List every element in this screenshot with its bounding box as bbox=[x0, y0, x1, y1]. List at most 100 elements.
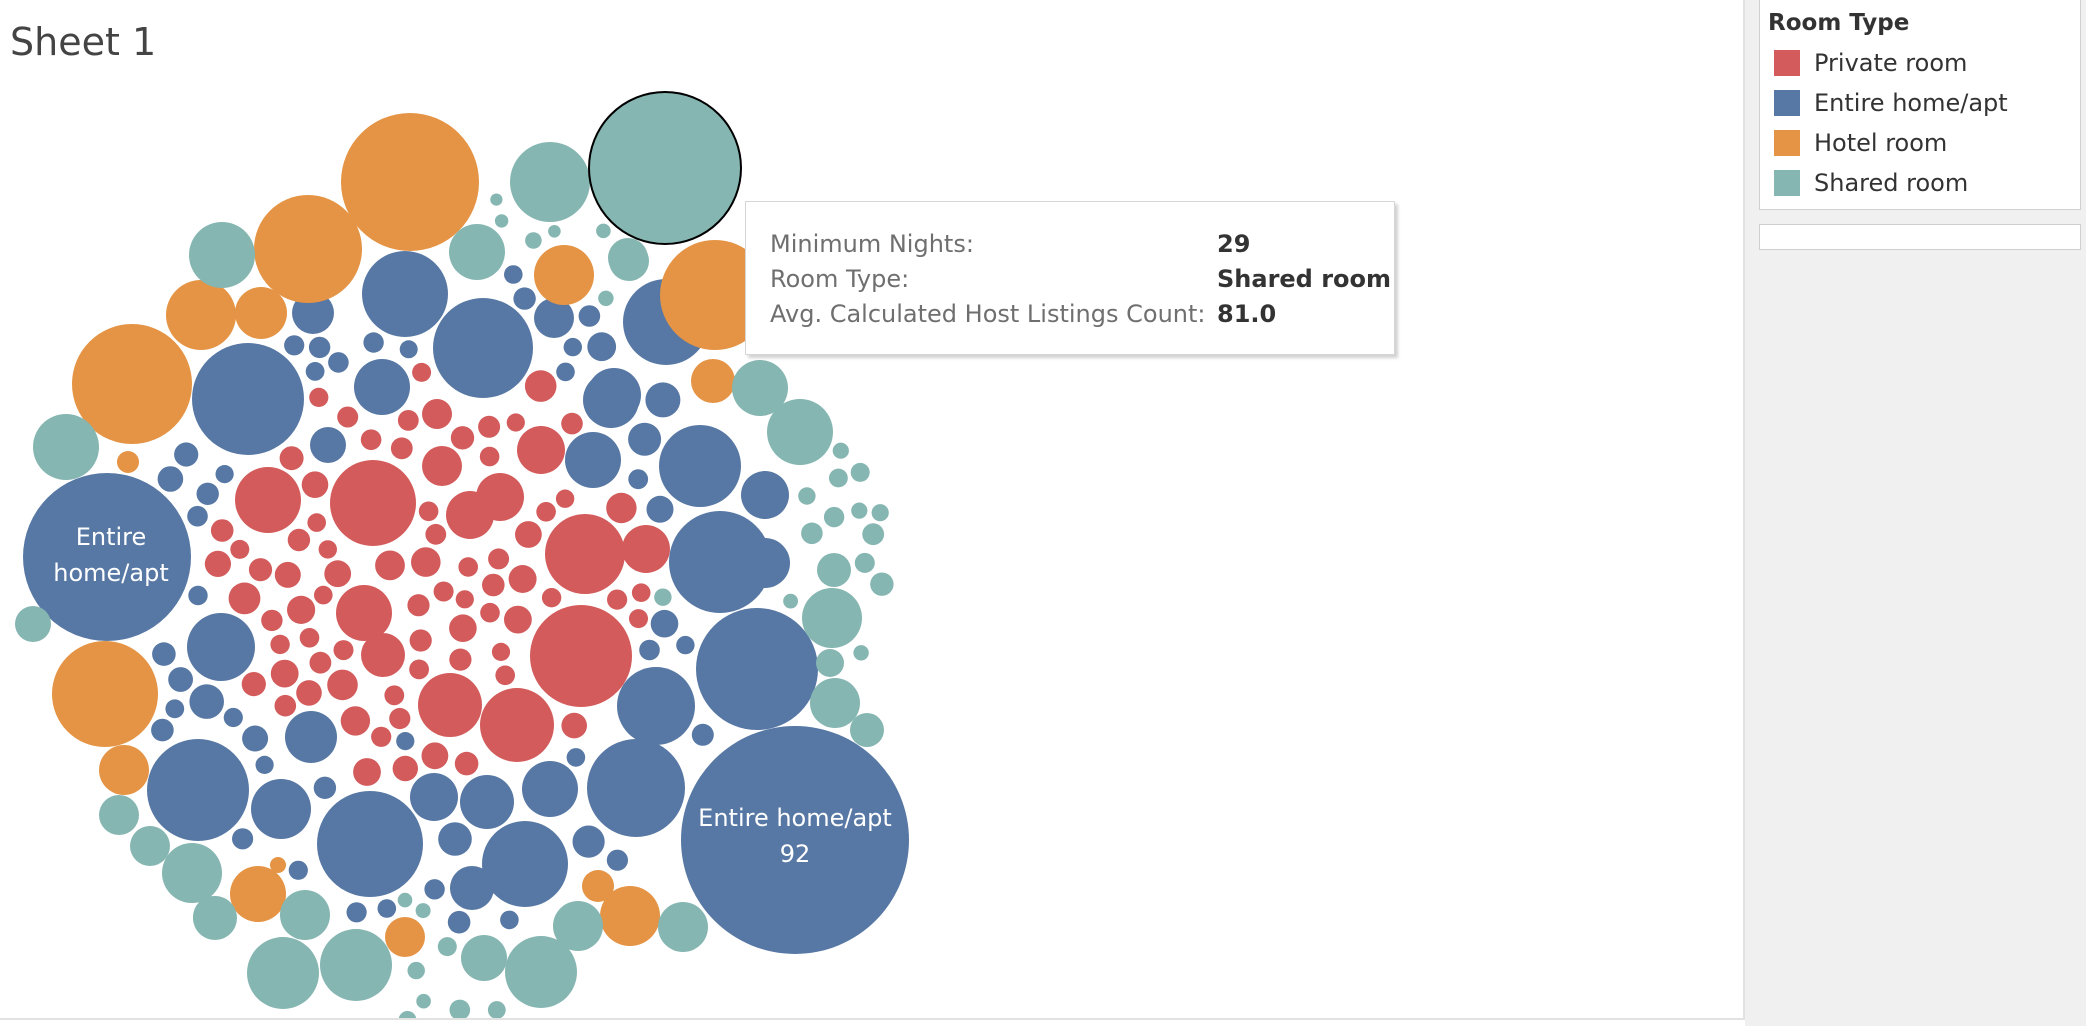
bubble-entire-home-apt[interactable] bbox=[424, 879, 445, 900]
bubble-private-room[interactable] bbox=[480, 602, 500, 623]
bubble-entire-home-apt[interactable] bbox=[196, 482, 219, 505]
bubble-entire-home-apt[interactable] bbox=[288, 860, 308, 880]
bubble-entire-home-apt[interactable] bbox=[447, 910, 471, 934]
bubble-private-room[interactable] bbox=[561, 412, 583, 435]
bubble-private-room[interactable] bbox=[270, 634, 290, 655]
bubble-entire-home-apt[interactable] bbox=[354, 359, 410, 415]
bubble-private-room[interactable] bbox=[299, 628, 320, 648]
bubble-chart[interactable]: Entire home/apt 92 Entire home/apt bbox=[0, 0, 1745, 1020]
bubble-private-room[interactable] bbox=[422, 446, 462, 486]
bubble-private-room[interactable] bbox=[228, 582, 261, 615]
bubble-shared-room[interactable] bbox=[398, 1011, 417, 1020]
bubble-shared-room[interactable] bbox=[871, 504, 889, 522]
bubble-shared-room[interactable] bbox=[854, 552, 875, 573]
bubble-shared-room[interactable] bbox=[505, 936, 577, 1008]
bubble-shared-room[interactable] bbox=[850, 462, 870, 482]
bubble-private-room[interactable] bbox=[389, 707, 411, 730]
bubble-entire-home-apt[interactable] bbox=[450, 866, 494, 910]
bubble-shared-room[interactable] bbox=[437, 937, 457, 957]
bubble-highlighted-shared-room[interactable] bbox=[588, 91, 742, 245]
bubble-shared-room[interactable] bbox=[654, 588, 672, 606]
bubble-private-room[interactable] bbox=[230, 539, 250, 559]
bubble-hotel-room[interactable] bbox=[99, 745, 149, 795]
bubble-private-room[interactable] bbox=[506, 413, 525, 432]
bubble-private-room[interactable] bbox=[622, 525, 670, 573]
bubble-entire-home-apt[interactable] bbox=[147, 739, 249, 841]
bubble-private-room[interactable] bbox=[392, 755, 418, 782]
bubble-entire-home-apt[interactable] bbox=[522, 761, 578, 817]
bubble-shared-room[interactable] bbox=[525, 232, 542, 249]
bubble-private-room[interactable] bbox=[327, 669, 358, 701]
bubble-hotel-room[interactable] bbox=[582, 870, 614, 902]
bubble-private-room[interactable] bbox=[390, 437, 413, 460]
bubble-shared-room[interactable] bbox=[280, 890, 330, 940]
bubble-private-room[interactable] bbox=[407, 594, 430, 617]
bubble-private-room[interactable] bbox=[504, 605, 532, 634]
bubble-shared-room[interactable] bbox=[608, 238, 648, 278]
bubble-shared-room[interactable] bbox=[832, 442, 849, 459]
bubble-entire-home-apt[interactable] bbox=[650, 609, 679, 638]
bubble-shared-room[interactable] bbox=[817, 553, 851, 587]
bubble-entire-home-apt[interactable] bbox=[363, 332, 384, 353]
bubble-shared-room[interactable] bbox=[494, 214, 509, 228]
bubble-private-room[interactable] bbox=[561, 712, 587, 739]
bubble-shared-room[interactable] bbox=[596, 223, 611, 239]
bubble-entire-home-apt[interactable] bbox=[504, 265, 523, 284]
bubble-private-room[interactable] bbox=[418, 673, 482, 737]
bubble-private-room[interactable] bbox=[333, 640, 354, 661]
bubble-private-room[interactable] bbox=[235, 467, 301, 533]
bubble-entire-home-apt[interactable] bbox=[188, 585, 208, 606]
bubble-private-room[interactable] bbox=[337, 406, 359, 428]
bubble-private-room[interactable] bbox=[274, 694, 297, 717]
bubble-shared-room[interactable] bbox=[99, 795, 139, 835]
bubble-shared-room[interactable] bbox=[407, 961, 425, 980]
bubble-entire-home-apt[interactable] bbox=[578, 305, 601, 327]
bubble-private-room[interactable] bbox=[517, 426, 565, 474]
bubble-hotel-room[interactable] bbox=[600, 886, 660, 946]
legend-item-entire-home[interactable]: Entire home/apt bbox=[1774, 88, 2008, 118]
bubble-entire-home-apt[interactable] bbox=[284, 335, 305, 356]
bubble-private-room[interactable] bbox=[536, 502, 556, 522]
bubble-private-room[interactable] bbox=[495, 665, 515, 686]
bubble-shared-room[interactable] bbox=[193, 896, 235, 938]
bubble-private-room[interactable] bbox=[480, 688, 554, 762]
bubble-hotel-room[interactable] bbox=[235, 287, 287, 339]
bubble-private-room[interactable] bbox=[450, 426, 475, 450]
bubble-hotel-room[interactable] bbox=[270, 857, 286, 873]
bubble-shared-room[interactable] bbox=[449, 999, 471, 1020]
bubble-hotel-room[interactable] bbox=[230, 866, 286, 922]
bubble-private-room[interactable] bbox=[279, 446, 304, 471]
bubble-private-room[interactable] bbox=[340, 706, 371, 736]
bubble-private-room[interactable] bbox=[274, 561, 301, 588]
bubble-entire-home-apt[interactable] bbox=[189, 684, 224, 719]
bubble-hotel-room[interactable] bbox=[72, 324, 192, 444]
bubble-entire-home-apt[interactable] bbox=[460, 775, 514, 829]
legend-item-shared-room[interactable]: Shared room bbox=[1774, 168, 1968, 198]
bubble-private-room[interactable] bbox=[361, 633, 405, 677]
bubble-entire-home-apt[interactable] bbox=[305, 362, 325, 381]
bubble-private-room[interactable] bbox=[478, 415, 501, 438]
bubble-private-room[interactable] bbox=[425, 523, 447, 545]
bubble-private-room[interactable] bbox=[421, 742, 449, 770]
bubble-shared-room[interactable] bbox=[415, 903, 431, 919]
bubble-private-room[interactable] bbox=[287, 595, 316, 625]
bubble-shared-room[interactable] bbox=[801, 522, 823, 545]
bubble-entire-home-apt[interactable] bbox=[151, 718, 174, 742]
bubble-entire-home-apt[interactable] bbox=[251, 779, 311, 839]
bubble-entire-home-apt[interactable] bbox=[676, 635, 695, 655]
bubble-entire-home-apt[interactable] bbox=[168, 667, 194, 692]
bubble-shared-room[interactable] bbox=[823, 506, 845, 528]
bubble-shared-room[interactable] bbox=[870, 572, 894, 596]
bubble-private-room[interactable] bbox=[353, 758, 381, 786]
bubble-entire-home-apt[interactable] bbox=[362, 251, 448, 337]
bubble-private-room[interactable] bbox=[607, 589, 628, 610]
bubble-entire-home-apt[interactable] bbox=[377, 899, 397, 918]
bubble-entire-home-apt[interactable] bbox=[639, 639, 660, 661]
bubble-hotel-room[interactable] bbox=[52, 641, 158, 747]
bubble-entire-home-apt[interactable] bbox=[223, 707, 243, 728]
bubble-private-room[interactable] bbox=[488, 548, 510, 570]
bubble-entire-home-apt[interactable] bbox=[691, 723, 714, 746]
bubble-entire-home-apt[interactable] bbox=[534, 298, 574, 338]
bubble-entire-home-apt[interactable] bbox=[215, 465, 234, 484]
bubble-entire-home-apt[interactable] bbox=[285, 711, 337, 763]
